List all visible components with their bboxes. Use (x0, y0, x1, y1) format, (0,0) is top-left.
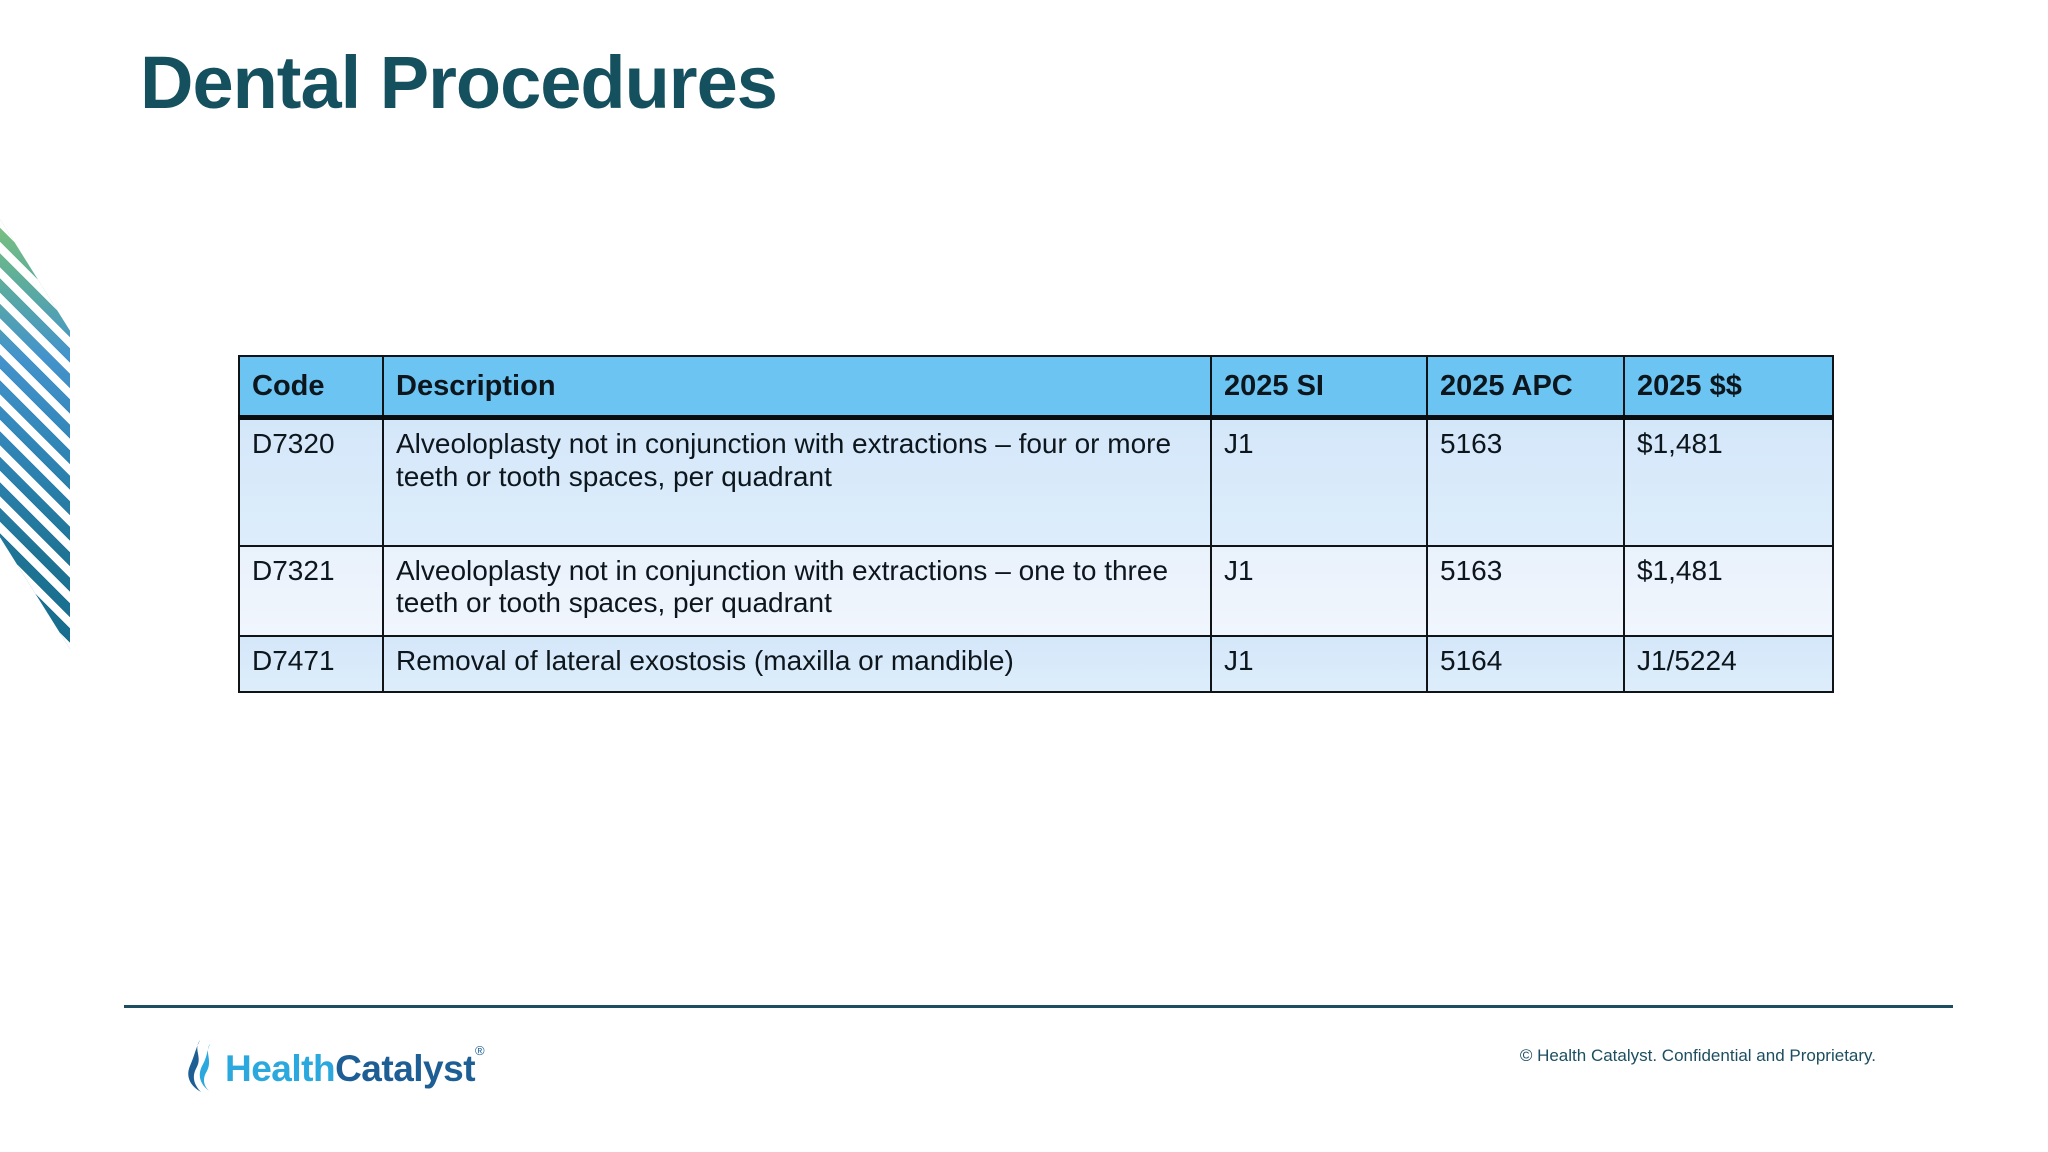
table-header-row: Code Description 2025 SI 2025 APC 2025 $… (238, 355, 1834, 420)
header-cell-2025-si: 2025 SI (1210, 355, 1428, 420)
cell-apc: 5163 (1426, 544, 1625, 637)
procedures-table: Code Description 2025 SI 2025 APC 2025 $… (238, 355, 1834, 693)
registered-mark: ® (475, 1042, 485, 1058)
cell-description: Alveoloplasty not in conjunction with ex… (382, 544, 1212, 637)
health-catalyst-logo: HealthCatalyst® (185, 1040, 485, 1092)
logo-word-health: Health (225, 1047, 336, 1089)
cell-si: J1 (1210, 416, 1428, 547)
header-cell-2025-apc: 2025 APC (1426, 355, 1625, 420)
header-cell-description: Description (382, 355, 1212, 420)
cell-description: Removal of lateral exostosis (maxilla or… (382, 634, 1212, 693)
header-cell-2025-dollars: 2025 $$ (1623, 355, 1834, 420)
footer-divider (124, 1005, 1953, 1008)
table-row: D7471 Removal of lateral exostosis (maxi… (238, 634, 1834, 693)
cell-apc: 5163 (1426, 416, 1625, 547)
cell-code: D7320 (238, 416, 384, 547)
cell-dollars: $1,481 (1623, 416, 1834, 547)
table-row: D7321 Alveoloplasty not in conjunction w… (238, 544, 1834, 637)
logo-wordmark: HealthCatalyst® (225, 1042, 485, 1090)
cell-dollars: J1/5224 (1623, 634, 1834, 693)
copyright-text: © Health Catalyst. Confidential and Prop… (1519, 1046, 1876, 1065)
cell-si: J1 (1210, 544, 1428, 637)
cell-si: J1 (1210, 634, 1428, 693)
page-title: Dental Procedures (140, 41, 778, 124)
cell-apc: 5164 (1426, 634, 1625, 693)
cell-code: D7471 (238, 634, 384, 693)
logo-word-catalyst: Catalyst (335, 1047, 476, 1089)
table-row: D7320 Alveoloplasty not in conjunction w… (238, 416, 1834, 547)
cell-description: Alveoloplasty not in conjunction with ex… (382, 416, 1212, 547)
cell-code: D7321 (238, 544, 384, 637)
header-cell-code: Code (238, 355, 384, 420)
flame-icon (188, 1040, 211, 1092)
cell-dollars: $1,481 (1623, 544, 1834, 637)
diagonal-stripes-decoration (0, 219, 70, 649)
